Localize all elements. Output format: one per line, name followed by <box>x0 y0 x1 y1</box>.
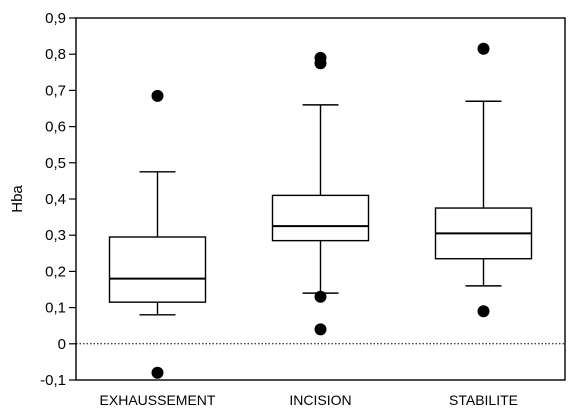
axes-group <box>69 17 566 381</box>
x-category-label: EXHAUSSEMENT <box>100 392 216 408</box>
y-tick-label: 0,8 <box>45 46 66 63</box>
outlier-point <box>314 51 327 64</box>
box-group <box>434 42 533 318</box>
box-iqr <box>271 194 370 242</box>
y-tick-label: 0,3 <box>45 227 66 244</box>
outlier-point <box>314 323 327 336</box>
y-tick-label: 0,9 <box>45 10 66 27</box>
labels-group: -0,1 0 0,1 0,2 0,3 0,4 0,5 0,6 0,7 0,8 0,9 EXHAUSSE… <box>40 10 518 408</box>
outlier-point <box>151 366 164 379</box>
y-axis-title: Hba <box>9 185 26 213</box>
outlier-point <box>477 42 490 55</box>
outlier-point <box>477 305 490 318</box>
marks-group <box>108 42 533 379</box>
y-tick-label: 0,1 <box>45 300 66 317</box>
y-tick-label: 0,5 <box>45 155 66 172</box>
x-category-label: STABILITE <box>449 392 518 408</box>
box-group <box>271 51 370 336</box>
outlier-point <box>151 89 164 102</box>
outlier-point <box>314 290 327 303</box>
x-category-label: INCISION <box>289 392 351 408</box>
y-tick-label: 0,2 <box>45 263 66 280</box>
y-tick-label: 0,4 <box>45 191 66 208</box>
box-group <box>108 89 207 379</box>
y-tick-label: 0 <box>58 336 66 353</box>
y-tick-label: 0,6 <box>45 119 66 136</box>
box-iqr <box>108 236 207 303</box>
y-tick-label: 0,7 <box>45 82 66 99</box>
y-tick-label: -0,1 <box>40 372 66 389</box>
